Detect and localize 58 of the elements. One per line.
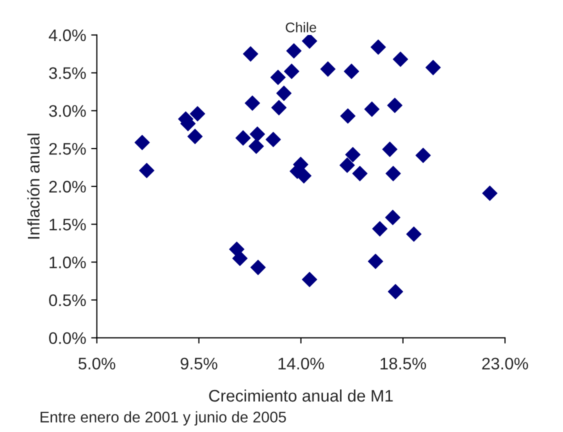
point bbox=[248, 138, 264, 154]
point bbox=[370, 39, 386, 55]
y-tick-label: 0.0% bbox=[49, 332, 86, 344]
point bbox=[386, 166, 401, 182]
x-axis-title: Crecimiento anual de M1 bbox=[209, 389, 393, 402]
y-tick-label: 3.0% bbox=[49, 105, 86, 117]
point bbox=[320, 61, 336, 77]
x-tick-label: 14.0% bbox=[278, 358, 324, 370]
y-tick-label: 1.5% bbox=[50, 218, 86, 230]
point bbox=[364, 102, 380, 117]
point bbox=[352, 166, 368, 182]
point bbox=[266, 132, 281, 148]
point bbox=[302, 34, 318, 49]
point bbox=[372, 221, 388, 236]
point bbox=[284, 64, 300, 79]
point bbox=[344, 64, 360, 79]
point bbox=[139, 162, 154, 178]
point bbox=[425, 60, 441, 76]
point bbox=[134, 134, 150, 150]
point bbox=[235, 130, 251, 146]
point bbox=[271, 100, 287, 116]
point bbox=[388, 284, 404, 300]
point bbox=[302, 272, 318, 288]
point bbox=[286, 43, 302, 59]
y-tick-label: 0.5% bbox=[49, 294, 86, 306]
y-tick-label: 2.0% bbox=[49, 180, 86, 193]
y-tick-label: 1.0% bbox=[50, 256, 86, 268]
point bbox=[482, 186, 498, 201]
point bbox=[340, 108, 356, 124]
x-tick-label: 23.0% bbox=[482, 358, 528, 370]
point bbox=[368, 254, 384, 269]
point bbox=[385, 210, 400, 226]
y-tick-label: 2.5% bbox=[49, 142, 86, 155]
point bbox=[244, 95, 260, 111]
x-tick-label: 9.5% bbox=[180, 358, 218, 370]
point bbox=[382, 142, 398, 157]
point bbox=[416, 148, 431, 163]
y-tick-label: 4.0% bbox=[48, 29, 86, 42]
point bbox=[276, 86, 292, 101]
text: Entre enero de 2001 y junio de 2005 bbox=[40, 411, 286, 426]
point bbox=[392, 52, 408, 67]
point bbox=[242, 46, 258, 62]
point bbox=[187, 128, 203, 144]
point bbox=[345, 146, 360, 162]
y-tick-label: 3.5% bbox=[49, 67, 86, 80]
point bbox=[232, 250, 248, 266]
x-tick-label: 18.5% bbox=[380, 358, 426, 370]
point bbox=[250, 126, 266, 142]
x-tick-label: 5.0% bbox=[78, 358, 116, 370]
chart-title: Chile bbox=[286, 22, 316, 32]
y-axis-title: Inflación anual bbox=[27, 134, 40, 239]
point bbox=[387, 98, 402, 114]
point bbox=[406, 226, 422, 242]
point bbox=[270, 70, 286, 86]
point bbox=[296, 168, 312, 184]
point bbox=[250, 260, 266, 276]
point bbox=[340, 158, 355, 173]
point bbox=[190, 106, 206, 122]
